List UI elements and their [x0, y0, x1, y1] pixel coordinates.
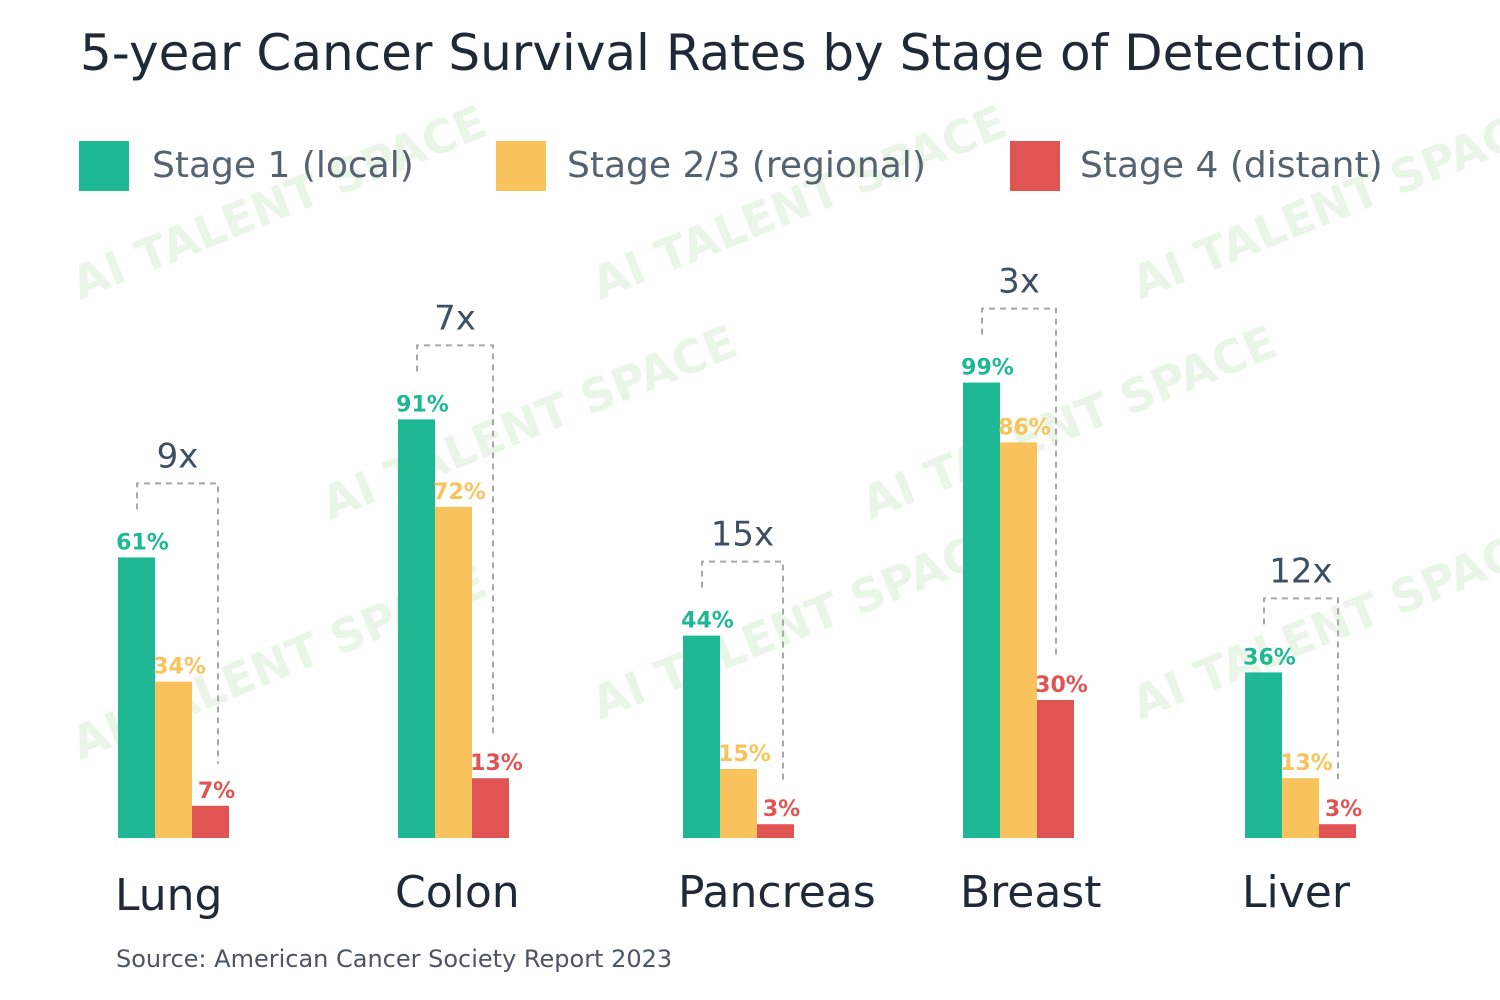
multiplier-label: 9x [157, 436, 199, 476]
bar [192, 805, 229, 838]
bar [683, 635, 720, 838]
data-label: 3% [1325, 797, 1362, 822]
data-label: 61% [116, 530, 169, 555]
bars [118, 382, 1356, 838]
multiplier-bracket [701, 560, 784, 783]
bar [398, 419, 435, 838]
multiplier-label: 12x [1269, 551, 1332, 591]
watermark-text: AI TALENT SPACE [854, 314, 1284, 530]
bar [1245, 672, 1282, 838]
watermark-text: AI TALENT SPACE [1124, 94, 1500, 310]
legend-label: Stage 4 (distant) [1080, 145, 1383, 186]
category-label: Liver [1242, 867, 1351, 918]
data-label: 15% [718, 742, 771, 767]
watermark-text: AI TALENT SPACE [1124, 514, 1500, 730]
data-label: 44% [681, 609, 734, 634]
multiplier-bracket [416, 344, 494, 737]
data-label: 13% [470, 751, 523, 776]
category-label: Pancreas [678, 867, 876, 918]
data-label: 13% [1280, 751, 1333, 776]
category-label: Lung [115, 870, 222, 921]
data-label: 30% [1035, 673, 1088, 698]
data-label: 3% [763, 797, 800, 822]
multiplier-brackets: 9x 7x 15x 3x 12x [136, 262, 1339, 783]
watermark-text: AI TALENT SPACE [584, 94, 1014, 310]
bar [720, 769, 757, 838]
legend-swatch [496, 141, 546, 191]
data-label: 86% [998, 415, 1051, 440]
multiplier-label: 3x [998, 262, 1040, 302]
bar [1319, 824, 1356, 838]
multiplier-label: 7x [434, 298, 476, 338]
bar [435, 506, 472, 838]
watermark-text: AI TALENT SPACE [314, 314, 744, 530]
category-labels: Lung Colon Pancreas Breast Liver [115, 867, 1351, 921]
multiplier-bracket [981, 307, 1057, 658]
bar [155, 681, 192, 838]
watermark-text: AI TALENT SPACE [64, 94, 494, 310]
bar [963, 382, 1000, 838]
legend-label: Stage 2/3 (regional) [567, 145, 926, 186]
bar [118, 557, 155, 838]
bar [1282, 778, 1319, 838]
data-label: 36% [1243, 645, 1296, 670]
category-label: Breast [960, 867, 1102, 918]
data-label: 34% [153, 655, 206, 680]
legend-swatch [79, 141, 129, 191]
legend-swatch [1010, 141, 1060, 191]
data-label: 7% [198, 779, 235, 804]
multiplier-label: 15x [711, 515, 774, 555]
data-label: 99% [961, 356, 1014, 381]
bar [757, 824, 794, 838]
watermark-text: AI TALENT SPACE [584, 514, 1014, 730]
legend: Stage 1 (local) Stage 2/3 (regional) Stage… [79, 141, 1383, 191]
data-label: 91% [396, 392, 449, 417]
source-note: Source: American Cancer Society Report 2… [116, 945, 672, 973]
chart-title: 5-year Cancer Survival Rates by Stage of… [80, 24, 1367, 82]
multiplier-bracket [136, 482, 219, 764]
category-label: Colon [395, 867, 520, 918]
multiplier-bracket [1263, 597, 1339, 783]
bar [472, 778, 509, 838]
data-label: 72% [433, 480, 486, 505]
value-labels: 61% 34% 7% 91% 72% 13% 44% 15% 3% 99% 86% 30% 36% 13%… [116, 356, 1362, 823]
legend-label: Stage 1 (local) [152, 145, 414, 186]
bar [1037, 700, 1074, 838]
bar [1000, 442, 1037, 838]
